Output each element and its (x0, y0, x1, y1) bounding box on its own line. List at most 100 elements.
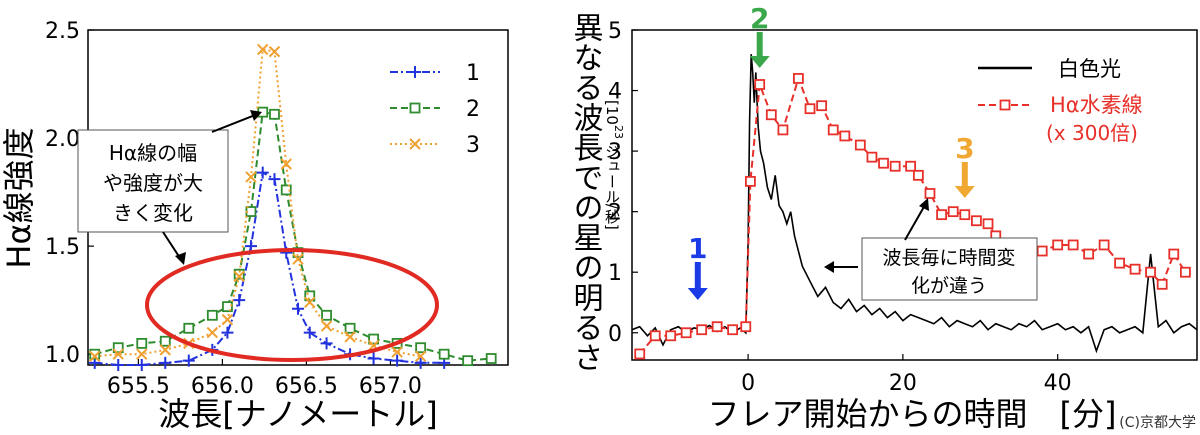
right-series-point (665, 330, 677, 342)
right-series-point (1067, 239, 1079, 251)
right-series-point (1083, 248, 1095, 260)
unit-rest: ジュール/秒] (603, 139, 621, 230)
left-series-point-2 (415, 342, 427, 354)
right-annotation-line2: 化が違う (911, 275, 987, 297)
time-marker-label: 1 (688, 232, 707, 265)
right-series-group (631, 54, 1198, 360)
right-series-point (696, 324, 708, 336)
time-marker-shaft (694, 262, 701, 290)
left-series-point-1 (268, 173, 281, 186)
right-annotation: 波長毎に時間変 化が違う (824, 198, 1038, 301)
left-series-point-2 (438, 348, 450, 360)
right-x-axis-label: フレア開始からの時間 [分] (708, 395, 1117, 433)
left-legend-marker (409, 138, 421, 150)
time-marker-arrowhead (687, 288, 708, 300)
right-legend-label-white-light: 白色光 (1058, 57, 1121, 81)
right-series-point (839, 130, 851, 142)
credit: (C)京都大学 (1119, 415, 1196, 431)
left-arrow-up (211, 114, 256, 133)
right-x-tick-label: 40 (1044, 371, 1072, 396)
right-series-point (936, 209, 947, 221)
left-series-point-3 (245, 171, 257, 183)
left-annotation-line1: Hα線の幅 (109, 141, 197, 165)
time-marker-label: 2 (750, 2, 769, 35)
left-series-point-1 (221, 326, 234, 339)
right-arrowhead-left (824, 261, 834, 273)
left-annotation-line2: や強度が大 (103, 171, 203, 195)
right-arrow-up (904, 204, 926, 241)
left-annotation-line3: きく変化 (113, 201, 193, 225)
left-series-point-3 (304, 296, 316, 309)
right-y-tick-label: 0 (608, 322, 622, 347)
left-series-point-1 (367, 352, 380, 365)
right-legend-marker-halpha (999, 99, 1011, 111)
left-series-group (88, 43, 497, 371)
right-series-point (959, 209, 971, 221)
left-series-point-2 (269, 108, 280, 120)
right-series-point (878, 157, 889, 169)
right-series-point (754, 79, 766, 90)
left-series-point-3 (206, 326, 219, 339)
left-series-point-1 (233, 294, 246, 307)
left-axis-ticks: 655.5 656.0 656.5 657.0 1.0 1.5 2.0 2.5 (45, 19, 422, 399)
right-x-tick-label: 0 (741, 371, 755, 396)
left-series-point-3 (344, 331, 356, 343)
right-series-point (740, 321, 752, 333)
left-series-point-1 (159, 356, 172, 369)
left-series-point-2 (462, 355, 474, 367)
right-y-tick-label: 3 (608, 140, 622, 165)
highlight-ellipse (145, 248, 439, 362)
left-series-point-2 (136, 337, 148, 349)
right-legend-label-halpha-1: Hα水素線 (1050, 93, 1143, 117)
right-series-line-1 (638, 75, 1187, 355)
right-series-point (680, 327, 692, 339)
left-series-point-3 (159, 344, 171, 356)
left-series-point-1 (135, 359, 148, 371)
right-series-point (1098, 239, 1110, 251)
right-series-point (1129, 263, 1141, 275)
left-annotation-box (77, 129, 229, 233)
left-series-point-3 (136, 348, 148, 360)
right-series-point (1179, 266, 1191, 278)
left-series-point-2 (112, 342, 124, 354)
right-annotation-box (861, 237, 1038, 301)
right-series-point (745, 175, 756, 187)
left-series-point-1 (112, 359, 125, 371)
right-series-point (947, 206, 959, 218)
right-legend: 白色光 Hα水素線 (x 300倍) (978, 57, 1143, 145)
left-x-tick-label: 656.0 (191, 374, 254, 399)
time-marker-arrowhead (954, 186, 975, 198)
left-legend-label: 1 (466, 61, 480, 86)
left-series-point-2 (159, 335, 171, 347)
right-y-axis-label: 異なる波長での星の明るさ (568, 12, 603, 372)
left-y-tick-label: 1.0 (45, 343, 80, 368)
left-series-point-2 (183, 322, 195, 334)
right-y-tick-label: 1 (608, 261, 622, 286)
left-y-tick-label: 1.5 (45, 235, 80, 260)
left-series-point-1 (303, 326, 316, 339)
left-series-point-1 (391, 354, 404, 367)
left-y-axis-label: Hα線強度 (0, 127, 38, 268)
left-legend-label: 2 (466, 97, 480, 122)
right-series-point (889, 160, 901, 172)
left-arrowhead-down (175, 252, 186, 265)
right-series-point (634, 348, 646, 360)
right-series-point (905, 160, 917, 172)
left-series-point-2 (222, 301, 233, 313)
right-series-point (854, 139, 866, 151)
left-arrowhead-up (250, 110, 262, 121)
left-x-tick-label: 657.0 (359, 374, 422, 399)
right-arrowhead-up (919, 198, 929, 211)
left-series-point-2 (321, 309, 332, 321)
left-x-axis-label: 波長[ナノメートル] (158, 395, 437, 433)
left-arrow-down (162, 231, 181, 259)
right-series-point (1114, 257, 1126, 269)
left-series-point-2 (368, 333, 380, 345)
right-y-axis-unit: [10 23 ジュール/秒] (603, 100, 625, 230)
right-y-tick-label: 4 (608, 80, 622, 105)
left-series-point-3 (292, 253, 304, 265)
right-series-point (1156, 278, 1168, 290)
right-series-point (649, 330, 661, 342)
right-series-point (1168, 248, 1180, 260)
